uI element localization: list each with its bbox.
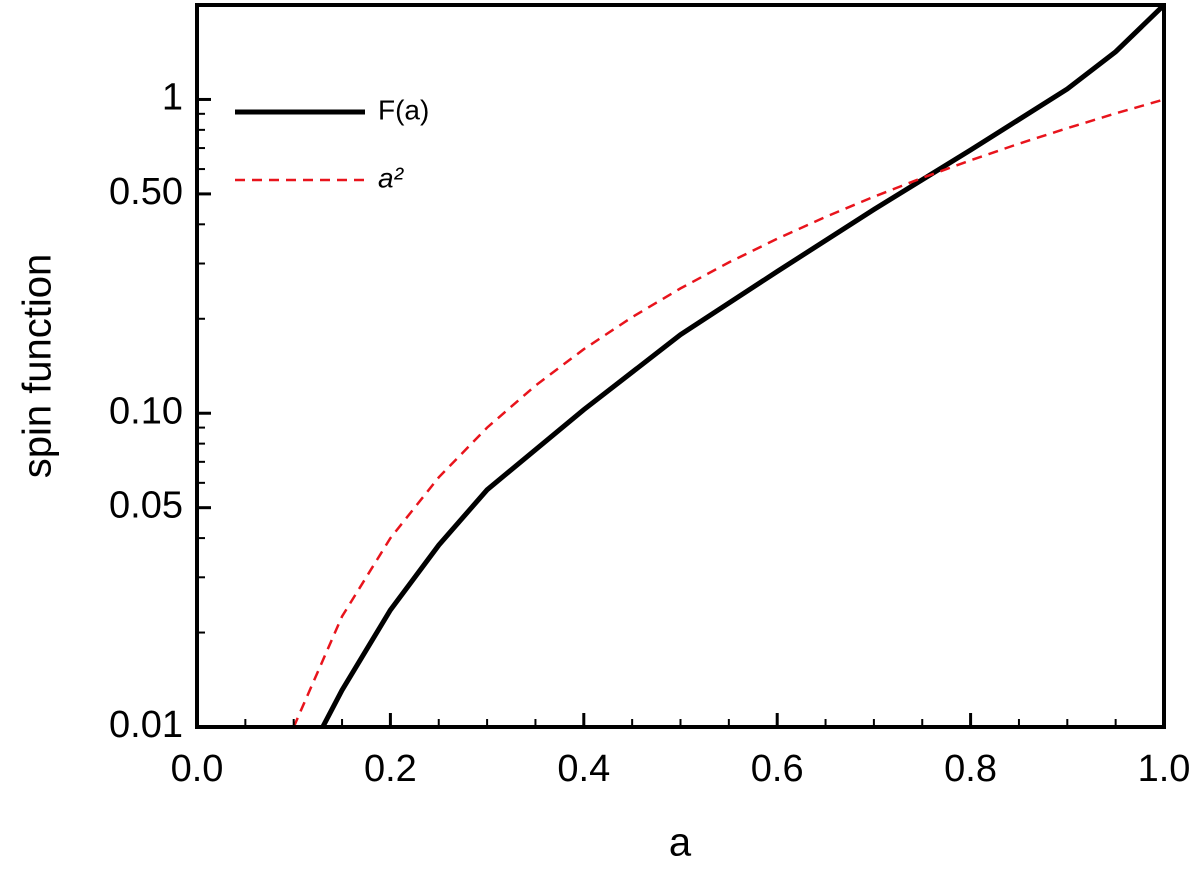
x-tick-label: 0.6: [751, 748, 804, 790]
legend-label: F(a): [378, 94, 429, 125]
plot-lines: [292, 5, 1164, 727]
x-tick-label: 0.2: [364, 748, 417, 790]
y-tick-label: 0.05: [109, 485, 183, 527]
y-axis-label: spin function: [16, 254, 60, 479]
x-axis-label: a: [669, 821, 692, 865]
y-tick-label: 1: [162, 76, 183, 118]
series-line: [320, 5, 1164, 727]
y-tick-label: 0.10: [109, 390, 183, 432]
legend-label: a²: [378, 162, 405, 193]
x-tick-label: 0.8: [944, 748, 997, 790]
x-tick-label: 0.0: [171, 748, 224, 790]
y-tick-label: 0.50: [109, 171, 183, 213]
series-line: [292, 98, 1164, 727]
x-tick-label: 0.4: [557, 748, 610, 790]
x-tick-label: 1.0: [1138, 748, 1191, 790]
y-tick-label: 0.01: [109, 704, 183, 746]
